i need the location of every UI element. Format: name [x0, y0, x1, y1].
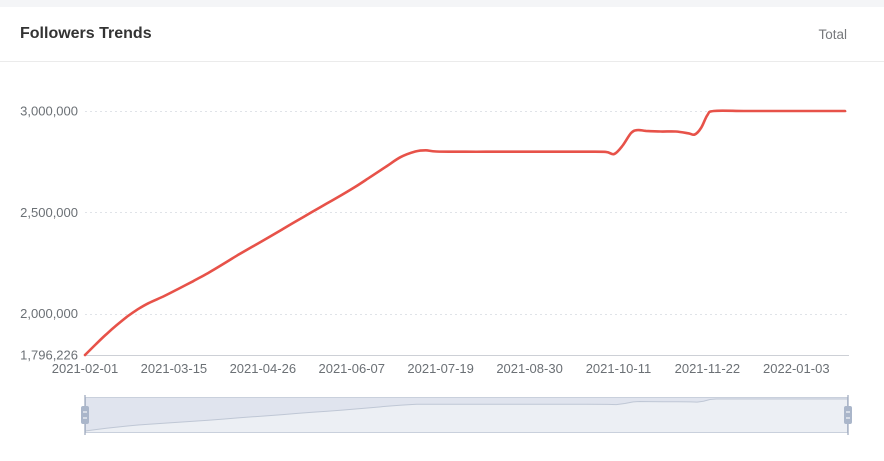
card-header: Followers Trends Total	[0, 7, 884, 62]
followers-line-series	[83, 109, 847, 357]
y-axis-label: 2,500,000	[20, 205, 78, 220]
followers-trends-card: Followers Trends Total 3,000,000 2,500,00…	[0, 7, 884, 454]
page-title: Followers Trends	[20, 25, 152, 42]
y-axis: 3,000,000 2,500,000 2,000,000 1,796,226	[20, 104, 78, 363]
x-axis-label: 2021-03-15	[141, 361, 208, 376]
x-axis-label: 2021-08-30	[496, 361, 563, 376]
x-axis-label: 2021-07-19	[407, 361, 474, 376]
x-axis-label: 2021-10-11	[586, 361, 652, 376]
datazoom-right-handle[interactable]	[844, 395, 852, 435]
y-axis-label: 3,000,000	[20, 104, 78, 119]
y-axis-label: 2,000,000	[20, 306, 78, 321]
datazoom-data-shadow	[85, 397, 848, 431]
datazoom-right-handle-grip	[844, 406, 852, 424]
x-axis-label: 2021-11-22	[675, 361, 741, 376]
x-axis: 2021-02-01 2021-03-15 2021-04-26 2021-06-07…	[52, 355, 849, 376]
datazoom-shadow-line	[84, 398, 848, 432]
gridlines	[85, 111, 849, 315]
x-axis-label: 2021-06-07	[318, 361, 385, 376]
datazoom-left-handle[interactable]	[81, 395, 89, 435]
legend-item-total[interactable]: Total	[818, 26, 847, 42]
datazoom-left-handle-grip	[81, 406, 89, 424]
x-axis-label: 2022-01-03	[763, 361, 830, 376]
x-axis-label: 2021-04-26	[230, 361, 297, 376]
y-axis-label: 1,796,226	[20, 348, 78, 363]
x-axis-label: 2021-02-01	[52, 361, 119, 376]
page-background-strip	[0, 0, 884, 7]
datazoom-slider	[81, 395, 852, 435]
